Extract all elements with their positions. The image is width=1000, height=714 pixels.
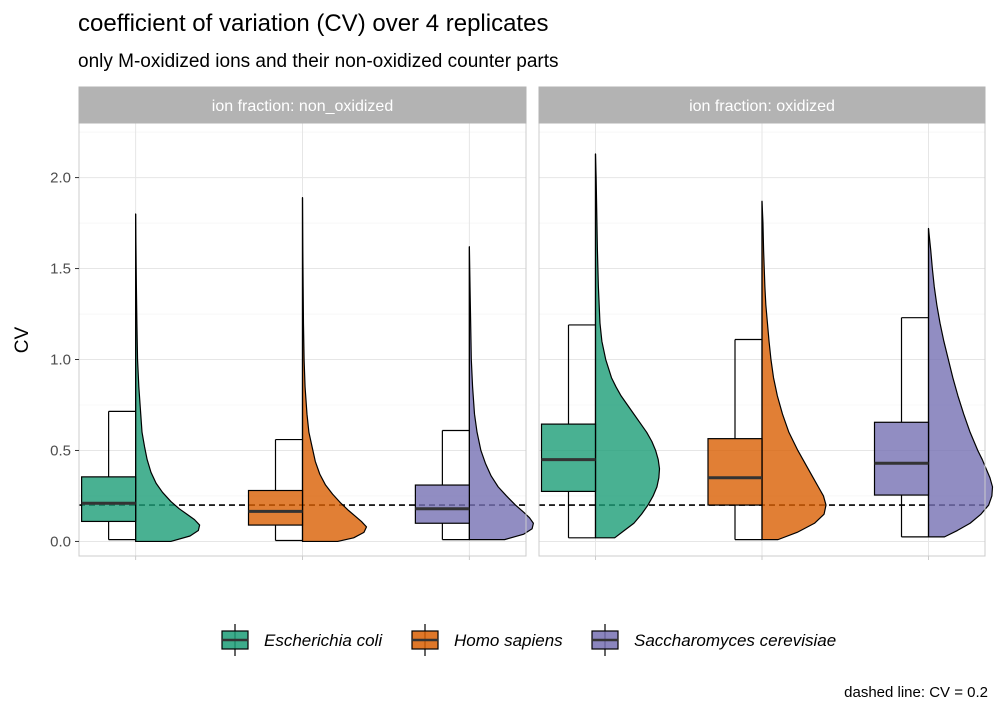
chart-caption: dashed line: CV = 0.2 bbox=[844, 684, 988, 701]
y-axis-title: CV bbox=[12, 326, 33, 353]
y-tick-label: 0.0 bbox=[50, 533, 71, 550]
box-iqr bbox=[540, 423, 597, 493]
violin-half bbox=[761, 200, 827, 541]
legend-item-saccharomyces-cerevisiae: Saccharomyces cerevisiae bbox=[590, 624, 836, 656]
facet-strip bbox=[78, 86, 527, 124]
violin-half bbox=[135, 213, 201, 543]
legend: Escherichia coli Homo sapiens Saccharomyce… bbox=[220, 624, 836, 656]
chart-subtitle: only M-oxidized ions and their non-oxidi… bbox=[78, 51, 559, 72]
chart-title: coefficient of variation (CV) over 4 rep… bbox=[78, 10, 548, 37]
facet-strip-label: ion fraction: non_oxidized bbox=[212, 98, 393, 115]
y-tick-label: 0.5 bbox=[50, 442, 71, 459]
box-iqr bbox=[247, 489, 304, 526]
facet-panel-oxidized: ion fraction: oxidized bbox=[538, 86, 994, 560]
y-tick-label: 1.0 bbox=[50, 352, 71, 369]
raincloud-saccharomyces-cerevisiae bbox=[873, 227, 994, 538]
y-tick-label: 2.0 bbox=[50, 170, 71, 187]
legend-key bbox=[590, 624, 620, 656]
legend-label: Homo sapiens bbox=[454, 631, 563, 650]
facet-strip bbox=[538, 86, 986, 124]
violin-half bbox=[468, 246, 534, 541]
y-tick-label: 1.5 bbox=[50, 261, 71, 278]
legend-item-escherichia-coli: Escherichia coli bbox=[220, 624, 383, 656]
box-iqr bbox=[81, 476, 137, 523]
legend-label: Saccharomyces cerevisiae bbox=[634, 631, 836, 650]
y-axis-ticks: 0.0 0.5 1.0 1.5 2.0 bbox=[50, 170, 79, 550]
violin-half bbox=[301, 196, 368, 543]
box-iqr bbox=[873, 421, 930, 496]
legend-item-homo-sapiens: Homo sapiens bbox=[410, 624, 563, 656]
violin-half bbox=[594, 153, 661, 539]
raincloud-escherichia-coli bbox=[540, 153, 661, 539]
facet-panel-non-oxidized: ion fraction: non_oxidized bbox=[78, 86, 534, 560]
legend-key bbox=[410, 624, 440, 656]
box-iqr bbox=[414, 484, 470, 524]
raincloud-homo-sapiens bbox=[247, 196, 368, 543]
legend-label: Escherichia coli bbox=[264, 631, 383, 650]
facet-panels: ion fraction: non_oxidized ion fraction: … bbox=[78, 86, 994, 560]
facet-strip-label: ion fraction: oxidized bbox=[689, 98, 835, 115]
violin-half bbox=[927, 227, 994, 538]
box-iqr bbox=[707, 438, 763, 506]
raincloud-saccharomyces-cerevisiae bbox=[414, 246, 534, 541]
raincloud-homo-sapiens bbox=[707, 200, 827, 541]
legend-key bbox=[220, 624, 250, 656]
raincloud-escherichia-coli bbox=[81, 213, 201, 543]
